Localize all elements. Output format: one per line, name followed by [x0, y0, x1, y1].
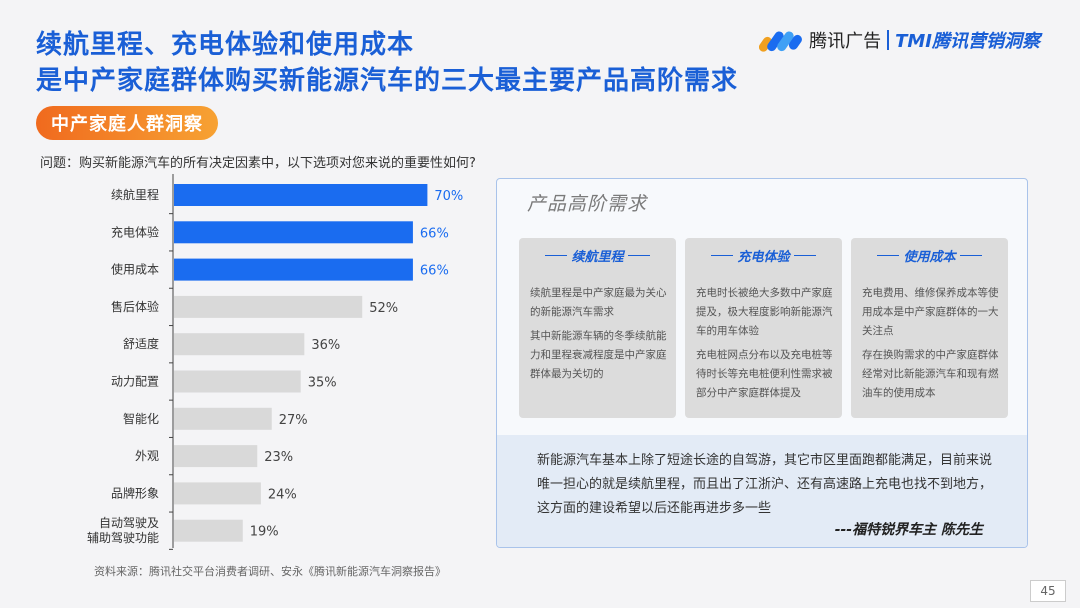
bar: [174, 333, 305, 356]
category-label: 充电体验: [111, 224, 159, 239]
value-label: 24%: [268, 487, 297, 502]
brand-separator: [887, 30, 890, 50]
bar: [174, 295, 363, 318]
value-label: 23%: [264, 450, 293, 465]
bar: [174, 370, 301, 393]
card-header: 使用成本: [851, 246, 1008, 265]
divider: [711, 255, 734, 256]
panel-title: 产品高阶需求: [527, 193, 648, 215]
category-label: 售后体验: [111, 299, 159, 314]
page-number: 45: [1030, 580, 1066, 602]
card-paragraph: 充电费用、维修保养成本等使用成本是中产家庭群体的一大关注点: [862, 287, 999, 337]
bar: [174, 407, 272, 430]
source-note: 资料来源：腾讯社交平台消费者调研、安永《腾讯新能源汽车洞察报告》: [94, 565, 446, 578]
bar: [174, 482, 261, 505]
category-label: 使用成本: [111, 262, 159, 277]
brand-name: 腾讯广告: [809, 31, 882, 52]
value-label: 35%: [308, 376, 337, 391]
page-title-line-2: 是中产家庭群体购买新能源汽车的三大最主要产品高阶需求: [36, 66, 739, 96]
card-body: 充电费用、维修保养成本等使用成本是中产家庭群体的一大关注点 存在换购需求的中产家…: [862, 284, 1000, 408]
divider: [545, 255, 568, 256]
value-label: 70%: [434, 189, 463, 204]
quote-author: ---福特锐界车主 陈先生: [834, 522, 983, 538]
bar: [174, 519, 243, 542]
quote-text: 新能源汽车基本上除了短途长途的自驾游，其它市区里面跑都能满足，目前来说唯一担心的…: [537, 453, 993, 516]
card-charging: 充电体验 充电时长被绝大多数中产家庭提及，极大程度影响新能源汽车的用车体验 充电…: [685, 238, 842, 418]
category-label: 续航里程: [111, 187, 159, 202]
divider: [877, 255, 900, 256]
value-label: 19%: [250, 525, 279, 540]
category-label: 舒适度: [123, 336, 159, 351]
category-label: 动力配置: [111, 375, 159, 389]
value-label: 52%: [369, 301, 398, 316]
card-title: 续航里程: [571, 250, 624, 265]
card-header: 续航里程: [519, 246, 676, 265]
brand-area: 腾讯广告 TMI腾讯营销洞察: [759, 26, 1040, 54]
divider: [793, 255, 816, 256]
value-label: 27%: [279, 413, 308, 428]
value-label: 66%: [420, 264, 449, 279]
card-paragraph: 充电时长被绝大多数中产家庭提及，极大程度影响新能源汽车的用车体验: [696, 287, 833, 337]
category-label: 外观: [135, 449, 159, 463]
card-paragraph: 充电桩网点分布以及充电桩等待时长等充电桩便利性需求被部分中产家庭群体提及: [696, 349, 833, 399]
divider: [627, 255, 650, 256]
bar: [174, 221, 413, 244]
card-range: 续航里程 续航里程是中产家庭最为关心的新能源汽车需求 其中新能源车辆的冬季续航能…: [519, 238, 676, 418]
card-body: 充电时长被绝大多数中产家庭提及，极大程度影响新能源汽车的用车体验 充电桩网点分布…: [696, 284, 834, 408]
bar: [174, 184, 428, 206]
importance-bar-chart: 续航里程 70% 充电体验 66% 使用成本 66% 售后体验 52% 舒适度 36% 动力配置 35…: [87, 174, 463, 550]
value-label: 36%: [311, 338, 340, 353]
card-paragraph: 续航里程是中产家庭最为关心的新能源汽车需求: [530, 287, 667, 318]
bar: [174, 258, 413, 281]
card-paragraph: 其中新能源车辆的冬季续航能力和里程衰减程度是中产家庭群体最为关切的: [530, 330, 667, 380]
category-label: 品牌形象: [111, 486, 159, 500]
brand-subtitle: TMI腾讯营销洞察: [895, 31, 1040, 52]
divider: [959, 255, 982, 256]
card-paragraph: 存在换购需求的中产家庭群体经常对比新能源汽车和现有燃油车的使用成本: [862, 349, 999, 399]
higher-needs-panel: 产品高阶需求 续航里程 续航里程是中产家庭最为关心的新能源汽车需求 其中新能源车…: [496, 178, 1028, 548]
category-label: 自动驾驶及辅助驾驶功能: [87, 515, 159, 545]
card-title: 充电体验: [737, 250, 790, 265]
value-label: 66%: [420, 226, 449, 241]
quote-box: 新能源汽车基本上除了短途长途的自驾游，其它市区里面跑都能满足，目前来说唯一担心的…: [497, 435, 1027, 547]
card-header: 充电体验: [685, 246, 842, 265]
card-body: 续航里程是中产家庭最为关心的新能源汽车需求 其中新能源车辆的冬季续航能力和里程衰…: [530, 284, 668, 389]
card-title: 使用成本: [903, 250, 956, 265]
card-cost: 使用成本 充电费用、维修保养成本等使用成本是中产家庭群体的一大关注点 存在换购需…: [851, 238, 1008, 418]
category-label: 智能化: [123, 411, 159, 426]
section-badge: 中产家庭人群洞察: [36, 106, 218, 140]
page-title-line-1: 续航里程、充电体验和使用成本: [36, 30, 415, 60]
bar: [174, 445, 258, 468]
tencent-ads-logo-icon: [759, 31, 803, 52]
survey-question: 问题：购买新能源汽车的所有决定因素中，以下选项对您来说的重要性如何?: [40, 156, 476, 171]
